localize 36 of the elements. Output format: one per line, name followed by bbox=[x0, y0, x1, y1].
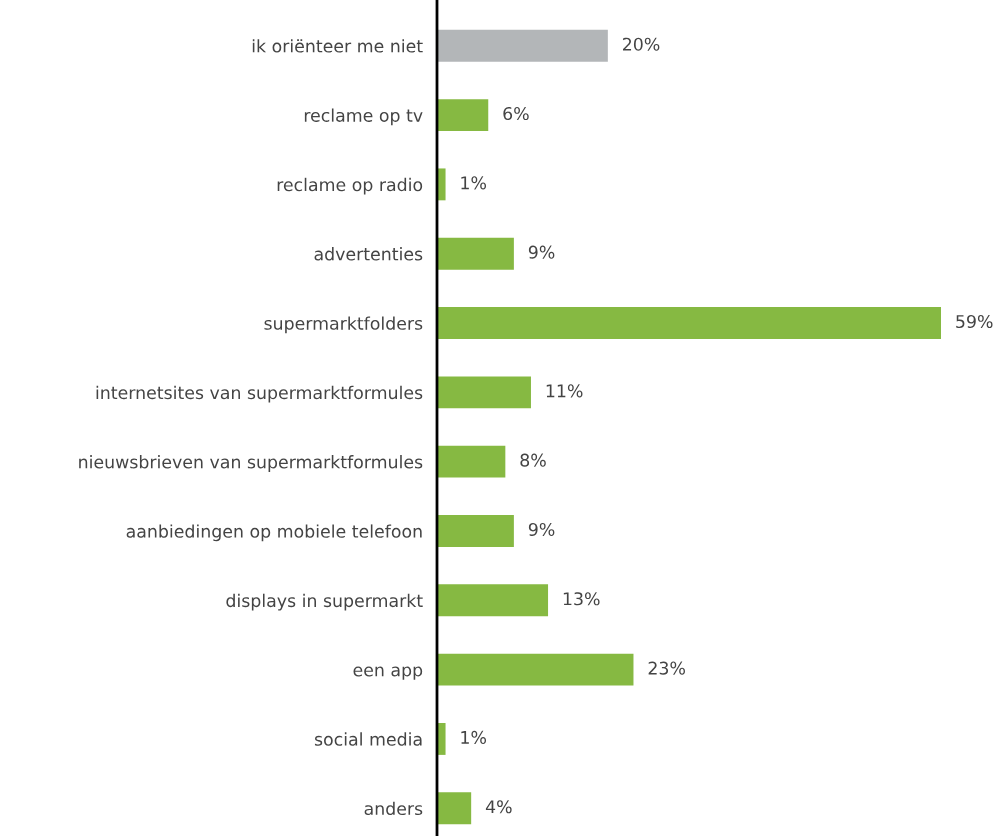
data-label: 9% bbox=[528, 522, 555, 537]
bar bbox=[437, 653, 634, 686]
data-label: 1% bbox=[461, 176, 487, 190]
bar bbox=[437, 29, 608, 62]
y-tick-label: ik oriënteer me niet bbox=[252, 39, 423, 53]
data-label: 6% bbox=[503, 106, 529, 121]
data-label: 4% bbox=[485, 800, 512, 814]
data-label: 20% bbox=[623, 37, 660, 51]
y-tick-label: supermarktfolders bbox=[264, 316, 423, 334]
y-tick-label: advertenties bbox=[314, 247, 423, 261]
data-label: 59% bbox=[956, 314, 993, 329]
data-label: 13% bbox=[563, 592, 600, 606]
y-tick-label: aanbiedingen op mobiele telefoon bbox=[126, 524, 422, 542]
data-label: 1% bbox=[461, 730, 487, 744]
y-tick-label: anders bbox=[364, 801, 423, 816]
bar bbox=[437, 723, 446, 755]
bar bbox=[437, 584, 549, 617]
bar bbox=[437, 237, 514, 270]
bar bbox=[437, 792, 472, 825]
bar bbox=[437, 99, 489, 132]
y-tick-label: internetsites van supermarktformules bbox=[96, 385, 423, 403]
bar bbox=[437, 307, 941, 339]
y-tick-label: reclame op tv bbox=[304, 108, 423, 126]
y-tick-label: reclame op radio bbox=[277, 177, 423, 195]
data-label: 11% bbox=[546, 384, 583, 398]
data-label: 8% bbox=[520, 453, 546, 467]
y-tick-label: een app bbox=[353, 666, 423, 680]
bar bbox=[437, 445, 506, 478]
data-label: 23% bbox=[648, 661, 685, 675]
y-tick-label: nieuwsbrieven van supermarktformules bbox=[79, 455, 423, 472]
bar bbox=[437, 168, 446, 201]
bar bbox=[437, 515, 514, 547]
y-tick-label: displays in supermarkt bbox=[226, 593, 423, 611]
bar bbox=[437, 376, 531, 409]
y-tick-label: social media bbox=[314, 732, 422, 746]
data-label: 9% bbox=[528, 245, 555, 259]
